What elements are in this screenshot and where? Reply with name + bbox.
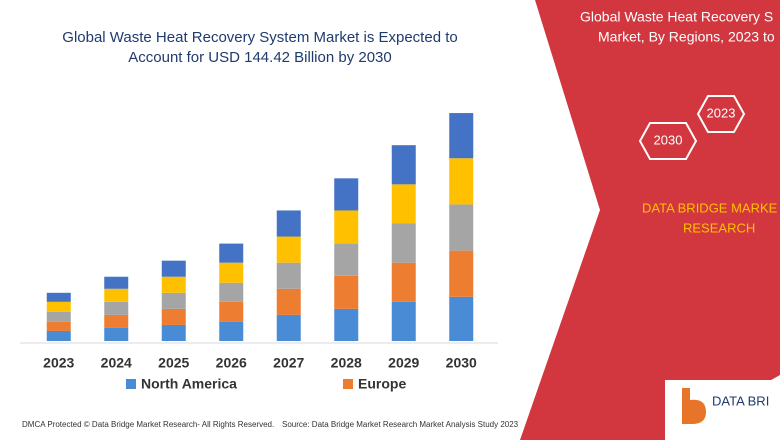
bar-segment bbox=[104, 327, 129, 341]
bar-segment bbox=[334, 243, 359, 276]
bar-segment bbox=[391, 301, 416, 341]
bar-segment bbox=[391, 223, 416, 263]
red-panel bbox=[520, 0, 780, 440]
legend-label: Europe bbox=[358, 376, 406, 392]
bar-segment bbox=[161, 324, 186, 341]
bar-segment bbox=[219, 321, 244, 341]
x-tick-label: 2029 bbox=[388, 355, 419, 371]
bar-segment bbox=[449, 204, 474, 251]
bar-segment bbox=[449, 250, 474, 297]
x-tick-label: 2028 bbox=[331, 355, 362, 371]
bar-segment bbox=[391, 262, 416, 302]
x-tick-label: 2026 bbox=[216, 355, 247, 371]
logo-icon bbox=[682, 388, 706, 424]
bar-segment bbox=[391, 145, 416, 185]
brand: RESEARCH bbox=[683, 220, 755, 235]
bar-segment bbox=[161, 260, 186, 277]
bar-segment bbox=[161, 308, 186, 325]
x-tick-label: 2024 bbox=[101, 355, 132, 371]
hexagon bbox=[638, 122, 698, 160]
bar-segment bbox=[334, 308, 359, 341]
bar-segment bbox=[391, 184, 416, 224]
legend-label: North America bbox=[141, 376, 237, 392]
bar-segment bbox=[219, 282, 244, 302]
logo-text: DATA BRI bbox=[712, 393, 769, 408]
hexagon-label: 2030 bbox=[654, 132, 683, 147]
chart-title: Account for USD 144.42 Billion by 2030 bbox=[128, 49, 392, 66]
bar-segment bbox=[276, 210, 301, 237]
bar-segment bbox=[104, 288, 129, 302]
bar-segment bbox=[219, 262, 244, 283]
panel-title: Market, By Regions, 2023 to bbox=[598, 29, 775, 45]
bar-segment bbox=[219, 243, 244, 263]
bar-segment bbox=[449, 113, 474, 159]
bar-segment bbox=[46, 292, 71, 302]
bar-segment bbox=[276, 262, 301, 289]
x-tick-label: 2025 bbox=[158, 355, 189, 371]
bar-segment bbox=[334, 275, 359, 309]
bar-segment bbox=[46, 330, 71, 341]
bar-segment bbox=[334, 178, 359, 211]
hexagon-label: 2023 bbox=[707, 105, 736, 120]
bar-segment bbox=[334, 210, 359, 244]
bar-segment bbox=[449, 296, 474, 341]
chart-title: Global Waste Heat Recovery System Market… bbox=[62, 29, 457, 46]
bar-segment bbox=[46, 301, 71, 312]
footer-text: Source: Data Bridge Market Research Mark… bbox=[282, 420, 519, 429]
panel-title: Global Waste Heat Recovery S bbox=[580, 9, 773, 25]
bar-segment bbox=[276, 236, 301, 263]
x-tick-label: 2027 bbox=[273, 355, 304, 371]
bar-segment bbox=[46, 321, 71, 331]
bar-segment bbox=[161, 276, 186, 293]
bar-segment bbox=[161, 292, 186, 309]
legend-swatch bbox=[343, 379, 353, 389]
bar-segment bbox=[104, 314, 129, 328]
bar-segment bbox=[46, 311, 71, 322]
x-tick-label: 2030 bbox=[446, 355, 477, 371]
bar-segment bbox=[219, 301, 244, 322]
bar-segment bbox=[276, 314, 301, 341]
footer-text: DMCA Protected © Data Bridge Market Rese… bbox=[22, 420, 274, 429]
bar-segment bbox=[449, 158, 474, 205]
legend-swatch bbox=[126, 379, 136, 389]
x-tick-label: 2023 bbox=[43, 355, 74, 371]
bar-segment bbox=[276, 288, 301, 315]
hexagon bbox=[696, 95, 746, 133]
bar-segment bbox=[104, 301, 129, 315]
bar-segment bbox=[104, 276, 129, 289]
brand: DATA BRIDGE MARKE bbox=[642, 200, 778, 215]
